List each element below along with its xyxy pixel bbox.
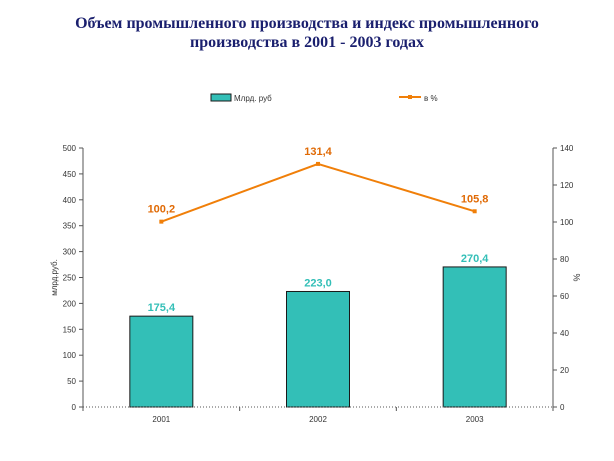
- left-axis-tick-label: 400: [63, 196, 77, 205]
- left-axis-tick-label: 200: [63, 299, 77, 308]
- right-axis-tick-label: 80: [560, 255, 569, 264]
- right-axis-tick-label: 40: [560, 329, 569, 338]
- left-axis-tick-label: 100: [63, 351, 77, 360]
- x-axis-tick-label: 2003: [466, 415, 484, 424]
- right-axis-label: %: [572, 273, 582, 281]
- bar-2001: [129, 315, 194, 408]
- left-axis-tick-label: 500: [63, 144, 77, 153]
- left-axis-tick-label: 300: [63, 248, 77, 257]
- right-axis: 0 20 40 60 80 100 120 140%: [552, 144, 582, 412]
- bar-2003: [442, 266, 507, 408]
- line-value-label: 131,4: [304, 146, 332, 158]
- bar-2002: [286, 290, 350, 408]
- right-axis-tick-label: 120: [560, 181, 574, 190]
- bar-value-label: 223,0: [304, 277, 332, 289]
- bar-value-label: 175,4: [148, 302, 176, 314]
- line-series: 100,2 131,4 105,8: [148, 146, 489, 224]
- legend-bar-label: Млрд. руб: [234, 94, 272, 103]
- line-value-label: 105,8: [461, 193, 489, 205]
- left-axis: 0 50 100 150 200 250 300 350 400 450 500 млрд.руб.: [50, 144, 84, 412]
- right-axis-tick-label: 100: [560, 218, 574, 227]
- line-point-2003: [472, 209, 477, 214]
- right-axis-tick-label: 140: [560, 144, 574, 153]
- left-axis-tick-label: 50: [67, 377, 76, 386]
- left-axis-tick-label: 0: [72, 403, 77, 412]
- line-point-2002: [316, 161, 320, 166]
- x-axis: 2001 2002 2003: [82, 406, 554, 424]
- right-axis-tick-label: 0: [560, 403, 565, 412]
- x-axis-tick-label: 2002: [309, 415, 327, 424]
- left-axis-tick-label: 150: [63, 325, 77, 334]
- left-axis-tick-label: 250: [63, 274, 77, 283]
- line-path: [160, 162, 475, 223]
- legend-bar-swatch: [210, 93, 232, 102]
- right-axis-tick-label: 20: [560, 366, 569, 375]
- line-point-2001: [159, 219, 164, 224]
- legend-line-label: в %: [424, 94, 438, 103]
- chart-title: Объем промышленного производства и индек…: [0, 14, 614, 52]
- x-axis-tick-label: 2001: [152, 415, 170, 424]
- bar-series: 175,4 223,0 270,4: [129, 253, 507, 408]
- chart-title-line-2: производства в 2001 - 2003 годах: [190, 34, 424, 51]
- line-value-label: 100,2: [148, 204, 176, 216]
- legend-line-marker: [408, 95, 412, 99]
- left-axis-tick-label: 350: [63, 222, 77, 231]
- bar-value-label: 270,4: [461, 253, 489, 265]
- left-axis-tick-label: 450: [63, 170, 77, 179]
- chart-title-line-1: Объем промышленного производства и индек…: [75, 15, 539, 32]
- left-axis-label: млрд.руб.: [50, 259, 59, 296]
- right-axis-tick-label: 60: [560, 292, 569, 301]
- legend: Млрд. руб в %: [210, 93, 438, 103]
